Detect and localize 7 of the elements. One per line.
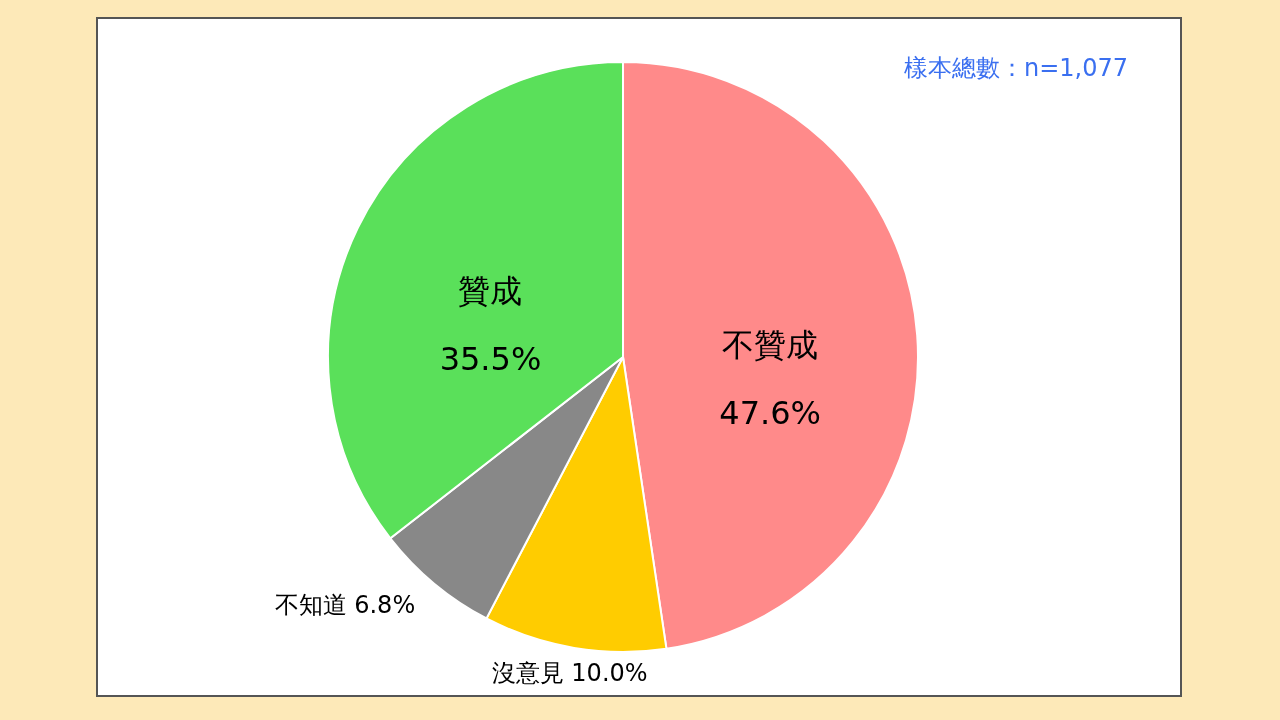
slice-label: 不知道 6.8% bbox=[274, 591, 416, 620]
data-label: 47.6% bbox=[719, 394, 821, 433]
slice-label: 不贊成 bbox=[722, 326, 819, 365]
data-label: 35.5% bbox=[439, 340, 542, 379]
slice-label: 贊成 bbox=[458, 272, 523, 311]
text: 樣本總數：n=1,077 bbox=[903, 54, 1128, 82]
slice-label: 沒意見 10.0% bbox=[491, 659, 648, 688]
